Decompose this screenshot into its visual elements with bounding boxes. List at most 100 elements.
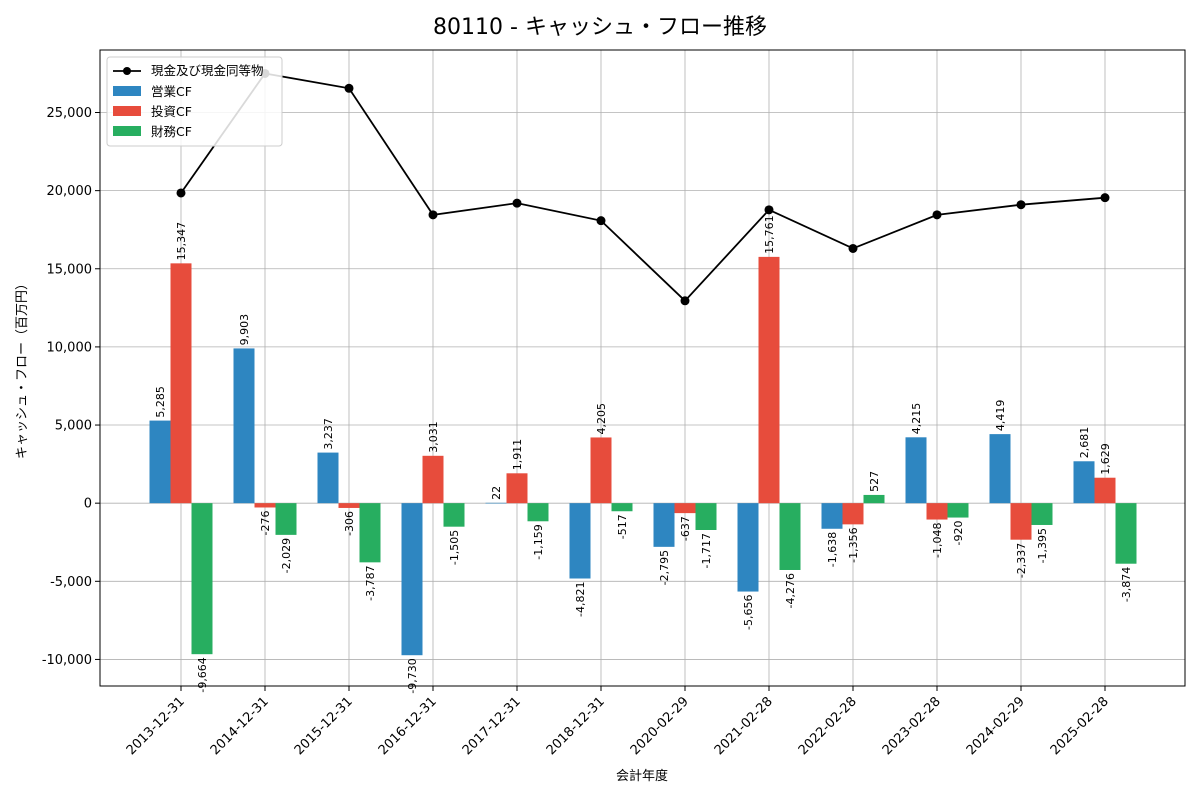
x-tick-label: 2014-12-31 bbox=[208, 694, 272, 758]
data-label: -3,787 bbox=[364, 565, 377, 600]
grid bbox=[100, 50, 1185, 686]
data-label: -1,717 bbox=[700, 533, 713, 568]
bar-営業CF-2020-02-29 bbox=[653, 503, 675, 547]
cash-line bbox=[176, 68, 1110, 306]
data-label: 1,629 bbox=[1099, 443, 1112, 475]
data-label: -4,276 bbox=[784, 573, 797, 608]
y-tick-label: 5,000 bbox=[55, 419, 92, 434]
bar-営業CF-2021-02-28 bbox=[737, 503, 759, 592]
data-label: -2,029 bbox=[280, 538, 293, 573]
data-label: -1,159 bbox=[532, 524, 545, 559]
y-tick-label: -10,000 bbox=[42, 653, 92, 668]
x-tick-label: 2018-12-31 bbox=[544, 694, 608, 758]
data-label: 9,903 bbox=[238, 314, 251, 346]
bar-営業CF-2013-12-31 bbox=[149, 420, 171, 504]
y-tick-label: 20,000 bbox=[47, 184, 93, 199]
data-label: -637 bbox=[679, 516, 692, 541]
bar-財務CF-2023-02-28 bbox=[947, 503, 969, 518]
data-label: 3,031 bbox=[427, 421, 440, 453]
y-axis: -10,000 -5,000 0 5,000 10,000 15,000 20,000 25,… bbox=[42, 106, 100, 668]
data-label: 1,911 bbox=[511, 439, 524, 471]
data-label: -276 bbox=[259, 510, 272, 535]
x-tick-label: 2013-12-31 bbox=[124, 694, 188, 758]
cash-point-2017-12-31 bbox=[512, 198, 522, 208]
bar-営業CF-2023-02-28 bbox=[905, 437, 927, 504]
data-label: 4,419 bbox=[994, 400, 1007, 432]
bar-営業CF-2018-12-31 bbox=[569, 503, 591, 579]
bar-投資CF-2024-02-29 bbox=[1010, 503, 1032, 540]
legend-item-financing: 財務CF bbox=[151, 124, 192, 139]
data-label: 4,205 bbox=[595, 403, 608, 435]
legend-swatch-operating bbox=[113, 86, 141, 96]
legend: 現金及び現金同等物 営業CF 投資CF 財務CF bbox=[106, 56, 283, 147]
data-label: -5,656 bbox=[742, 595, 755, 630]
y-tick-label: 25,000 bbox=[47, 106, 93, 121]
bar-投資CF-2021-02-28 bbox=[758, 256, 780, 504]
cash-point-2021-02-28 bbox=[764, 205, 774, 215]
bar-財務CF-2017-12-31 bbox=[527, 503, 549, 522]
x-tick-label: 2024-02-29 bbox=[964, 694, 1028, 758]
bar-営業CF-2016-12-31 bbox=[401, 503, 423, 656]
cash-point-2023-02-28 bbox=[932, 210, 942, 220]
legend-swatch-investing bbox=[113, 106, 141, 116]
bar-投資CF-2025-02-28 bbox=[1094, 477, 1116, 504]
data-label: 15,347 bbox=[175, 222, 188, 261]
legend-swatch-financing bbox=[113, 126, 141, 136]
plot-frame bbox=[99, 49, 1186, 687]
data-label: -1,356 bbox=[847, 527, 860, 562]
bar-財務CF-2016-12-31 bbox=[443, 503, 465, 527]
x-tick-label: 2022-02-28 bbox=[796, 694, 860, 758]
data-label: -1,638 bbox=[826, 532, 839, 567]
data-label: -2,795 bbox=[658, 550, 671, 585]
bar-営業CF-2017-12-31 bbox=[485, 502, 507, 504]
bar-投資CF-2015-12-31 bbox=[338, 503, 360, 508]
bar-投資CF-2013-12-31 bbox=[170, 263, 192, 504]
bar-財務CF-2014-12-31 bbox=[275, 503, 297, 535]
cash-point-2024-02-29 bbox=[1016, 200, 1026, 210]
bar-財務CF-2013-12-31 bbox=[191, 503, 213, 655]
x-tick-label: 2017-12-31 bbox=[460, 694, 524, 758]
data-label: -920 bbox=[952, 521, 965, 546]
data-label: -9,730 bbox=[406, 658, 419, 693]
bar-財務CF-2024-02-29 bbox=[1031, 503, 1053, 525]
bar-財務CF-2022-02-28 bbox=[863, 494, 885, 504]
bar-営業CF-2024-02-29 bbox=[989, 434, 1011, 504]
bar-営業CF-2022-02-28 bbox=[821, 503, 843, 529]
cash-point-2018-12-31 bbox=[596, 216, 606, 226]
bar-投資CF-2020-02-29 bbox=[674, 503, 696, 514]
data-label: 4,215 bbox=[910, 403, 923, 435]
data-label: -1,048 bbox=[931, 523, 944, 558]
cash-line-path bbox=[180, 72, 1106, 303]
x-tick-label: 2023-02-28 bbox=[880, 694, 944, 758]
bar-財務CF-2018-12-31 bbox=[611, 503, 633, 512]
data-label: -1,505 bbox=[448, 530, 461, 565]
bar-営業CF-2025-02-28 bbox=[1073, 461, 1095, 504]
bar-財務CF-2021-02-28 bbox=[779, 503, 801, 570]
bar-投資CF-2017-12-31 bbox=[506, 473, 528, 504]
x-tick-label: 2020-02-29 bbox=[628, 694, 692, 758]
cash-point-2025-02-28 bbox=[1100, 193, 1110, 203]
x-axis-label: 会計年度 bbox=[616, 768, 668, 784]
legend-item-operating: 営業CF bbox=[151, 84, 192, 99]
x-tick-label: 2021-02-28 bbox=[712, 694, 776, 758]
bar-投資CF-2016-12-31 bbox=[422, 455, 444, 504]
y-axis-label: キャッシュ・フロー（百万円） bbox=[15, 277, 30, 459]
data-labels: 5,285 9,903 3,237 -9,730 22 -4,821 -2,795 -5,65… bbox=[154, 215, 1133, 693]
x-tick-label: 2016-12-31 bbox=[376, 694, 440, 758]
legend-item-investing: 投資CF bbox=[151, 104, 192, 119]
bar-投資CF-2022-02-28 bbox=[842, 503, 864, 525]
x-tick-label: 2015-12-31 bbox=[292, 694, 356, 758]
bar-投資CF-2014-12-31 bbox=[254, 503, 276, 508]
y-tick-label: 0 bbox=[84, 497, 92, 512]
data-label: 3,237 bbox=[322, 418, 335, 450]
bar-財務CF-2015-12-31 bbox=[359, 503, 381, 563]
cash-point-2022-02-28 bbox=[848, 243, 858, 253]
legend-item-cash: 現金及び現金同等物 bbox=[151, 63, 264, 78]
y-tick-label: 15,000 bbox=[47, 262, 93, 277]
data-label: 527 bbox=[868, 471, 881, 492]
bar-財務CF-2020-02-29 bbox=[695, 503, 717, 531]
cash-point-2016-12-31 bbox=[428, 210, 438, 220]
bar-投資CF-2023-02-28 bbox=[926, 503, 948, 520]
